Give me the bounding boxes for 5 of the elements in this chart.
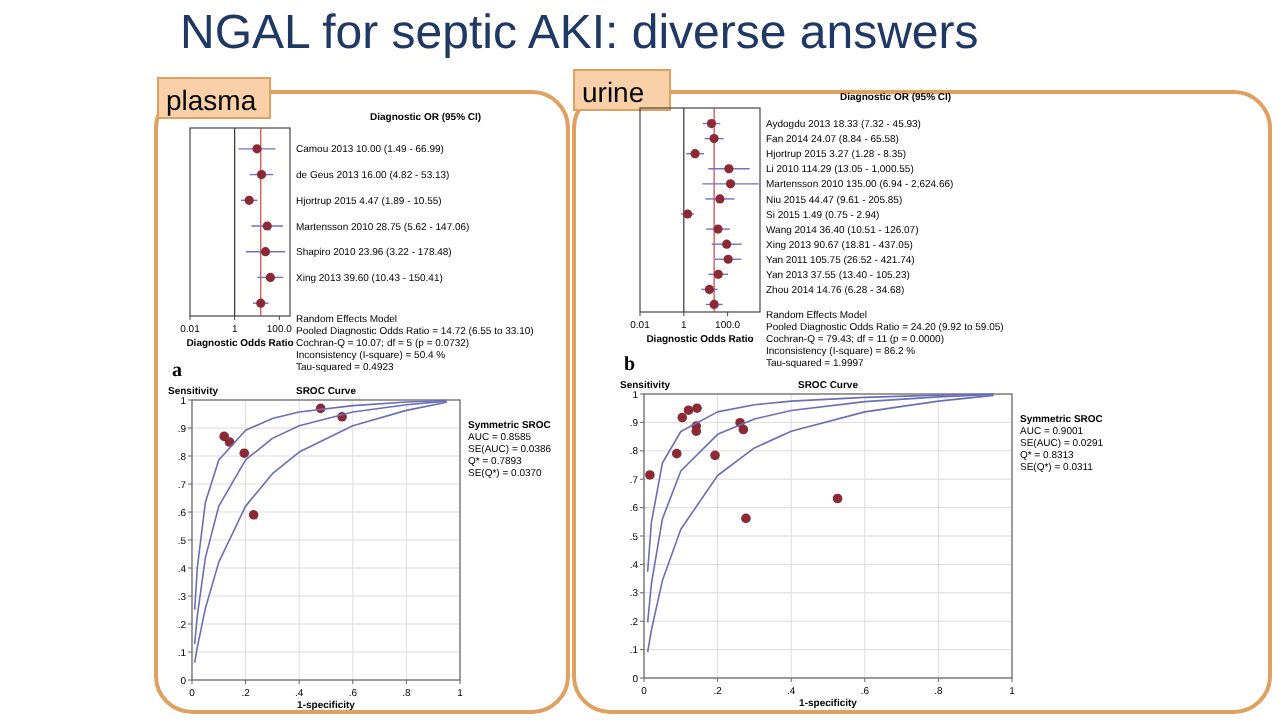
text: NGAL for septic AKI: diverse answers: [180, 6, 979, 60]
text: a: [172, 360, 182, 382]
chart-subtitle: plasma: [166, 84, 257, 116]
text: b: [624, 354, 636, 376]
chart-subtitle: urine: [582, 76, 645, 108]
